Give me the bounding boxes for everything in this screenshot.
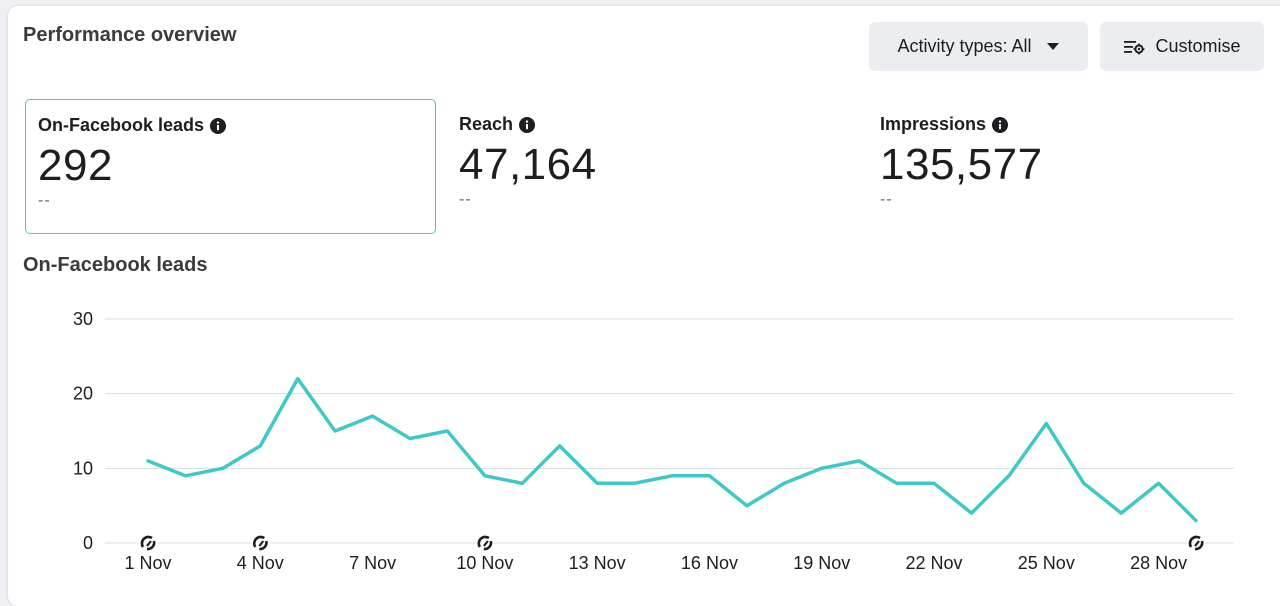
metric-label: On-Facebook leads xyxy=(38,115,205,135)
metric-comparison: -- xyxy=(880,191,893,208)
event-marker-icon[interactable] xyxy=(1187,534,1206,552)
info-icon[interactable] xyxy=(210,117,227,134)
activity-types-dropdown[interactable]: Activity types: All xyxy=(869,22,1088,71)
info-icon[interactable] xyxy=(519,116,536,133)
metric-card-reach[interactable]: Reach 47,164 -- xyxy=(447,99,858,234)
metric-card-impressions[interactable]: Impressions 135,577 -- xyxy=(868,99,1268,234)
x-tick-label: 28 Nov xyxy=(1130,553,1187,573)
metric-value: 292 xyxy=(38,141,113,190)
event-marker-icon[interactable] xyxy=(251,534,270,552)
event-marker-icon[interactable] xyxy=(139,534,157,552)
event-marker-icon[interactable] xyxy=(475,534,494,552)
x-tick-label: 19 Nov xyxy=(793,553,850,573)
metric-value: 47,164 xyxy=(459,140,597,189)
x-tick-label: 10 Nov xyxy=(456,553,513,573)
metric-comparison: -- xyxy=(459,191,472,208)
metric-label: Reach xyxy=(459,114,514,134)
customise-button[interactable]: Customise xyxy=(1100,22,1264,71)
activity-types-label: Activity types: All xyxy=(897,36,1032,56)
page-title: Performance overview xyxy=(23,24,237,46)
leads-line-chart: 0 10 20 30 1 Nov 4 Nov 7 Nov 10 Nov 13 Nov 16 Nov… xyxy=(73,309,1234,573)
info-icon[interactable] xyxy=(992,116,1009,133)
metric-value: 135,577 xyxy=(880,140,1043,189)
x-tick-label: 13 Nov xyxy=(569,553,626,573)
chart-title: On-Facebook leads xyxy=(23,254,208,276)
x-tick-label: 22 Nov xyxy=(906,553,963,573)
y-tick-label: 10 xyxy=(73,458,93,478)
y-tick-label: 20 xyxy=(73,384,93,404)
series-line xyxy=(146,376,1198,523)
y-tick-label: 0 xyxy=(83,533,93,553)
metric-label: Impressions xyxy=(880,114,987,134)
metric-comparison: -- xyxy=(38,192,51,209)
y-tick-label: 30 xyxy=(73,309,93,329)
customise-label: Customise xyxy=(1155,36,1241,56)
x-tick-label: 25 Nov xyxy=(1018,553,1075,573)
x-tick-label: 7 Nov xyxy=(349,553,396,573)
settings-sliders-icon xyxy=(1123,38,1145,56)
x-tick-label: 1 Nov xyxy=(124,553,171,573)
x-tick-label: 4 Nov xyxy=(237,553,284,573)
x-tick-label: 16 Nov xyxy=(681,553,738,573)
caret-down-icon xyxy=(1046,42,1060,51)
metric-card-on-facebook-leads[interactable]: On-Facebook leads 292 -- xyxy=(25,99,436,234)
performance-overview-card xyxy=(8,6,1280,606)
